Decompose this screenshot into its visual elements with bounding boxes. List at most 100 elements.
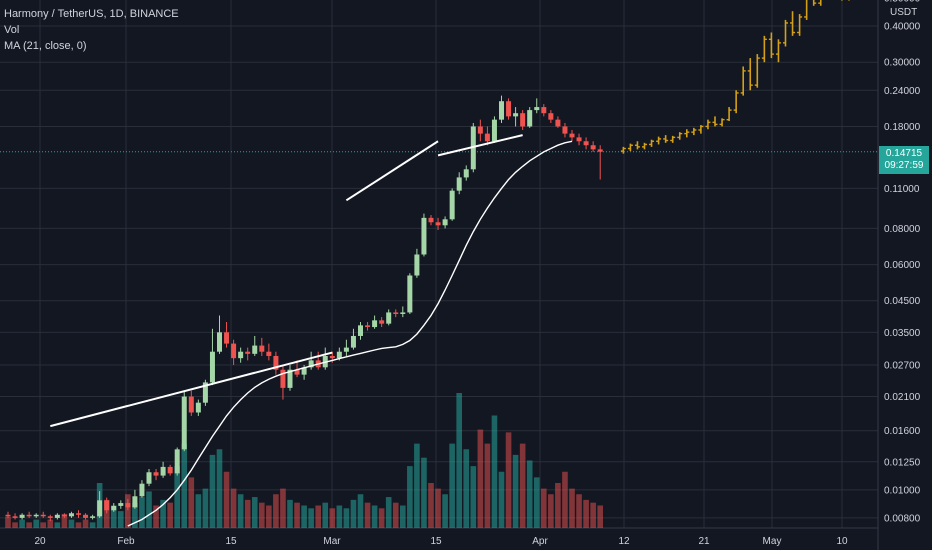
volume-bar — [75, 522, 82, 528]
volume-bar — [371, 505, 378, 528]
candle-body — [287, 369, 293, 388]
volume-bar — [392, 502, 399, 528]
volume-bar — [498, 471, 505, 528]
candle-body — [245, 351, 251, 354]
volume-bar — [301, 505, 307, 528]
candle-body — [576, 137, 582, 142]
x-tick-label: 12 — [618, 536, 630, 547]
candle-body — [541, 107, 547, 114]
candle-body — [372, 320, 378, 328]
volume-bar — [463, 449, 470, 528]
volume-bar — [209, 454, 216, 528]
legend-symbol[interactable]: Harmony / TetherUS, 1D, BINANCE — [4, 8, 179, 20]
volume-bar — [519, 443, 526, 528]
candle-body — [181, 396, 187, 450]
volume-bar — [202, 488, 209, 528]
volume-bar — [308, 508, 314, 528]
volume-bar — [103, 499, 110, 528]
x-tick-label: 20 — [34, 536, 46, 547]
volume-bar — [407, 466, 413, 528]
x-tick-label: 21 — [698, 536, 710, 547]
volume-bar — [287, 499, 293, 528]
x-tick-label: 15 — [225, 536, 237, 547]
candle-body — [428, 217, 434, 223]
candle-body — [527, 110, 533, 127]
volume-bar — [548, 494, 554, 528]
candle-body — [365, 325, 371, 328]
candle-body — [308, 360, 314, 368]
last-price-value: 0.14715 — [885, 148, 923, 159]
y-tick-label: 0.01000 — [884, 485, 921, 496]
candle-body — [506, 101, 512, 117]
volume-bar — [329, 508, 336, 528]
candle-body — [111, 505, 117, 511]
legend-moving-average[interactable]: MA (21, close, 0) — [4, 40, 87, 52]
volume-bar — [118, 511, 124, 528]
volume-bar — [322, 502, 329, 528]
x-tick-label: Apr — [532, 536, 548, 547]
volume-bar — [12, 522, 18, 528]
volume-bar — [19, 519, 25, 528]
volume-bar — [555, 483, 561, 528]
candle-body — [491, 119, 497, 142]
candle-body — [400, 312, 406, 314]
legend-volume[interactable]: Vol — [4, 24, 20, 36]
volume-bar — [167, 502, 173, 528]
volume-bar — [350, 499, 357, 528]
volume-bar — [223, 471, 230, 528]
volume-bar — [343, 508, 350, 528]
volume-bar — [294, 502, 300, 528]
volume-bar — [68, 519, 75, 528]
candle-body — [477, 126, 483, 134]
candle-body — [26, 514, 32, 517]
volume-bar — [541, 488, 547, 528]
volume-bar — [512, 454, 519, 528]
volume-bar — [477, 429, 484, 528]
candle-body — [33, 514, 39, 517]
volume-bar — [266, 505, 272, 528]
x-tick-label: 10 — [836, 536, 848, 547]
y-tick-label: 0.50000 — [884, 0, 921, 5]
candle-body — [456, 177, 462, 191]
volume-bar — [280, 488, 286, 528]
volume-bar — [174, 466, 180, 528]
candle-body — [68, 513, 74, 517]
y-tick-label: 0.24000 — [884, 86, 921, 97]
volume-bar — [47, 519, 54, 528]
volume-bar — [442, 494, 448, 528]
candle-body — [590, 145, 596, 150]
y-tick-label: 0.01600 — [884, 426, 921, 437]
candle-body — [195, 402, 201, 413]
volume-bar — [569, 488, 575, 528]
candle-body — [54, 514, 60, 518]
trend-line — [345, 140, 439, 202]
y-tick-label: 0.18000 — [884, 122, 921, 133]
candle-body — [534, 107, 540, 111]
volume-bar — [139, 497, 145, 528]
y-tick-label: 0.06000 — [884, 260, 921, 271]
candle-body — [252, 345, 258, 354]
volume-bar — [33, 519, 39, 528]
x-tick-label: May — [763, 536, 782, 547]
candle-body — [499, 101, 504, 120]
volume-bar — [61, 513, 68, 528]
price-unit-label[interactable]: USDT — [887, 7, 921, 18]
volume-bar — [491, 415, 498, 528]
candle-body — [224, 332, 230, 344]
volume-bar — [188, 477, 195, 528]
candle-body — [139, 483, 145, 497]
y-tick-label: 0.40000 — [884, 22, 921, 33]
candle-body — [358, 325, 363, 336]
x-tick-label: 15 — [430, 536, 442, 547]
candle-body — [583, 141, 589, 146]
volume-bar — [153, 505, 159, 528]
candle-body — [301, 367, 307, 375]
y-tick-label: 0.30000 — [884, 58, 921, 69]
candle-body — [132, 496, 138, 508]
candle-body — [61, 514, 67, 517]
candle-body — [90, 516, 96, 518]
y-tick-label: 0.03500 — [884, 328, 921, 339]
candle-body — [97, 500, 103, 517]
candle-body — [83, 514, 89, 518]
